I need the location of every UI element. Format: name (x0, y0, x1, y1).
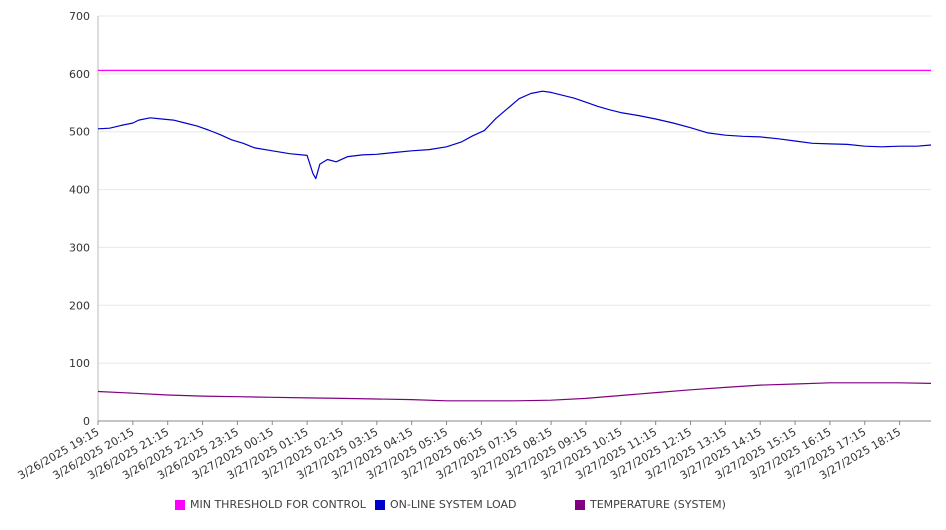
series-lines (97, 69, 932, 402)
legend-swatch-min-threshold (175, 499, 185, 510)
gridlines (98, 15, 931, 364)
legend-item-min-threshold[interactable]: MIN THRESHOLD FOR CONTROL (175, 498, 366, 511)
legend-item-online-system-load[interactable]: ON-LINE SYSTEM LOAD (375, 498, 516, 511)
y-tick-label: 300 (69, 241, 90, 254)
y-tick-label: 100 (69, 357, 90, 370)
legend-label-temperature: TEMPERATURE (SYSTEM) (590, 498, 726, 511)
legend-swatch-online-system-load (375, 499, 385, 510)
y-tick-label: 700 (69, 10, 90, 23)
y-tick-label: 0 (83, 415, 90, 428)
legend-label-online-system-load: ON-LINE SYSTEM LOAD (390, 498, 517, 511)
y-tick-label: 400 (69, 184, 90, 197)
y-tick-label: 600 (69, 68, 90, 81)
legend: MIN THRESHOLD FOR CONTROL ON-LINE SYSTEM… (175, 498, 815, 514)
legend-item-temperature[interactable]: TEMPERATURE (SYSTEM) (575, 498, 726, 511)
series-line-on-line-system-load (97, 90, 932, 180)
series-line-temperature-system (97, 382, 932, 402)
legend-swatch-temperature (575, 499, 585, 510)
legend-label-min-threshold: MIN THRESHOLD FOR CONTROL (190, 498, 366, 511)
y-tick-label: 500 (69, 126, 90, 139)
y-tick-label: 200 (69, 299, 90, 312)
